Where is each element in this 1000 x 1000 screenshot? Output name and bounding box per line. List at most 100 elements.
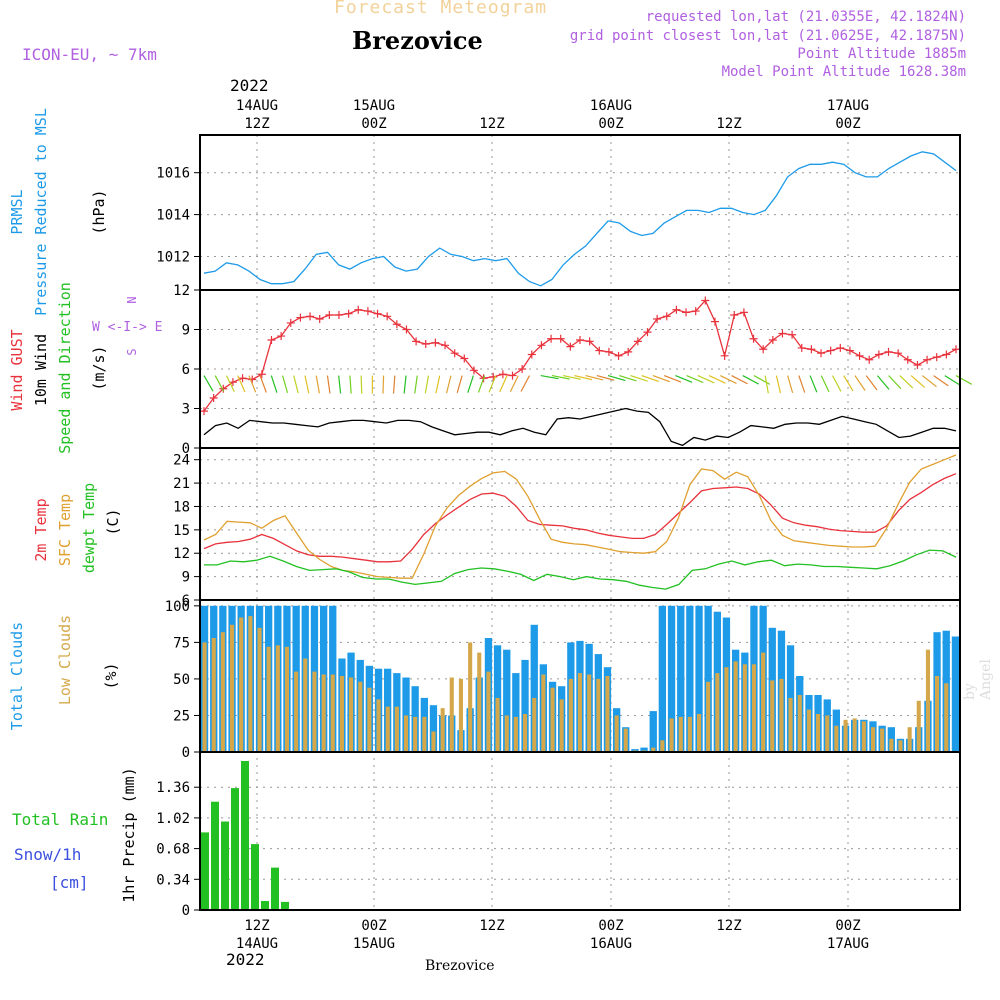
bar-total-clouds bbox=[951, 636, 960, 752]
gust-marker bbox=[662, 312, 671, 321]
wind-direction-arrow bbox=[955, 375, 973, 385]
bar-low-clouds bbox=[669, 718, 674, 752]
bar-total-clouds bbox=[649, 711, 657, 752]
gust-marker bbox=[845, 346, 854, 355]
compass-s: S bbox=[125, 348, 139, 355]
series-line-prmsl bbox=[203, 151, 957, 287]
bar-low-clouds bbox=[935, 676, 940, 752]
gust-marker bbox=[836, 343, 845, 352]
bar-low-clouds bbox=[742, 664, 747, 752]
wind-dir-label: Speed and Direction bbox=[56, 282, 74, 454]
gust-marker bbox=[277, 332, 286, 341]
gust-marker bbox=[489, 372, 498, 381]
year-top: 2022 bbox=[230, 76, 269, 95]
bar-low-clouds bbox=[559, 699, 564, 752]
gust-marker bbox=[296, 313, 305, 322]
bar-low-clouds bbox=[358, 681, 363, 752]
bar-low-clouds bbox=[770, 680, 775, 752]
gust-marker bbox=[286, 318, 295, 327]
bar-low-clouds bbox=[871, 727, 876, 752]
bar-total-clouds bbox=[429, 705, 438, 752]
gust-marker bbox=[855, 351, 864, 360]
bar-total-clouds bbox=[695, 605, 703, 752]
bar-low-clouds bbox=[852, 718, 857, 752]
gust-marker bbox=[431, 338, 440, 347]
series-line-dewpt-temp bbox=[204, 549, 957, 590]
bar-low-clouds bbox=[697, 714, 702, 752]
bar-low-clouds bbox=[422, 716, 427, 752]
bar-low-clouds bbox=[907, 727, 912, 752]
bottom-hour-label: 00Z bbox=[835, 918, 860, 934]
bar-total-rain bbox=[271, 867, 279, 910]
bar-low-clouds bbox=[248, 616, 253, 752]
bar-low-clouds bbox=[541, 674, 546, 752]
bar-total-clouds bbox=[704, 605, 712, 752]
top-date-label: 17AUG bbox=[827, 98, 869, 114]
gust-marker bbox=[817, 349, 826, 358]
bottom-hour-label: 12Z bbox=[244, 918, 269, 934]
wind-direction-arrow bbox=[214, 375, 225, 392]
wind-direction-arrow bbox=[944, 375, 961, 386]
y-tick-label: 25 bbox=[173, 708, 190, 724]
gust-marker bbox=[874, 350, 883, 359]
gust-marker bbox=[306, 312, 315, 321]
bar-low-clouds bbox=[440, 708, 445, 752]
wind-direction-arrow bbox=[708, 375, 726, 384]
bar-low-clouds bbox=[816, 714, 821, 752]
y-tick-label: 9 bbox=[182, 570, 190, 586]
gust-marker bbox=[865, 355, 874, 364]
bar-total-clouds bbox=[530, 624, 538, 752]
wind-direction-arrow bbox=[607, 375, 626, 382]
bar-total-clouds bbox=[521, 659, 529, 752]
y-tick-label: 6 bbox=[182, 362, 190, 378]
gust-marker bbox=[720, 351, 729, 360]
wind-direction-arrow bbox=[424, 375, 430, 394]
bar-low-clouds bbox=[605, 676, 610, 752]
bar-low-clouds bbox=[788, 697, 793, 752]
requested-coords: requested lon,lat (21.0355E, 42.1824N) bbox=[645, 9, 966, 25]
snow-label: Snow/1h bbox=[14, 845, 81, 864]
bar-total-clouds bbox=[512, 673, 520, 752]
bar-total-rain bbox=[261, 901, 269, 910]
bar-low-clouds bbox=[468, 642, 473, 752]
temp-2m-label: 2m Temp bbox=[32, 498, 50, 561]
wind-direction-arrow bbox=[720, 375, 737, 385]
wind-direction-arrow bbox=[686, 375, 704, 384]
y-tick-label: 0.68 bbox=[156, 842, 190, 858]
top-date-label: 16AUG bbox=[590, 98, 632, 114]
gust-marker bbox=[412, 337, 421, 346]
gust-marker bbox=[315, 314, 324, 323]
wind-direction-arrow bbox=[225, 375, 235, 393]
bottom-date-label: 17AUG bbox=[827, 936, 869, 952]
bar-low-clouds bbox=[596, 678, 601, 752]
gust-marker bbox=[450, 349, 459, 358]
bar-low-clouds bbox=[211, 638, 216, 752]
gust-marker bbox=[614, 351, 623, 360]
wind-direction-arrow bbox=[742, 375, 759, 385]
location-title: Brezovice bbox=[352, 26, 483, 55]
bar-low-clouds bbox=[220, 632, 225, 752]
bar-low-clouds bbox=[349, 677, 354, 752]
y-tick-label: 0 bbox=[182, 441, 190, 457]
bar-low-clouds bbox=[523, 714, 528, 752]
panel-frame bbox=[199, 751, 961, 911]
wind-gust-label: Wind GUST bbox=[8, 329, 26, 410]
cm-label: [cm] bbox=[50, 873, 89, 892]
gust-marker bbox=[508, 371, 517, 380]
wind-direction-arrow bbox=[753, 375, 771, 385]
bar-low-clouds bbox=[779, 678, 784, 752]
bar-low-clouds bbox=[706, 681, 711, 752]
bar-low-clouds bbox=[449, 677, 454, 752]
bar-low-clouds bbox=[202, 642, 207, 752]
wind-direction-arrow bbox=[585, 375, 604, 381]
gust-marker bbox=[209, 393, 218, 402]
wind-direction-arrow bbox=[652, 375, 671, 383]
bar-total-rain bbox=[201, 832, 209, 910]
y-tick-label: 6 bbox=[182, 593, 190, 609]
bar-low-clouds bbox=[660, 740, 665, 752]
compass-n: N bbox=[125, 296, 139, 303]
wind-direction-arrow bbox=[488, 375, 497, 393]
wind-direction-arrow bbox=[921, 375, 937, 388]
gust-marker bbox=[383, 312, 392, 321]
gust-marker bbox=[325, 311, 334, 320]
